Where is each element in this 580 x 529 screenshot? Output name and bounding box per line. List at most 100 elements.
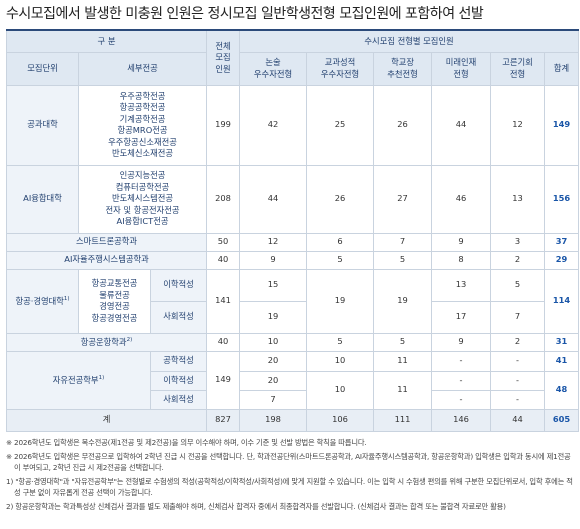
cell: 44	[431, 84, 492, 166]
header-cell: 구 분	[5, 29, 208, 53]
cell: 27	[373, 164, 433, 234]
cell: 15	[239, 268, 308, 302]
row: AI융합대학 인공지능전공 컴퓨터공학전공 반도체시스템전공 전자 및 항공전자전공 AI…	[6, 164, 580, 234]
major: 인공지능전공	[119, 170, 166, 181]
cell: 12	[490, 84, 546, 166]
header-cell: 수시모집 전형별 모집인원	[239, 29, 580, 53]
cell: 13	[431, 268, 492, 302]
major: 기계공학전공	[119, 113, 166, 124]
cell: 이학적성	[149, 370, 208, 391]
major: 전자 및 항공전자전공	[105, 204, 180, 215]
cell: 42	[239, 84, 308, 166]
header-cell: 모집단위	[6, 51, 79, 86]
cell: 44	[490, 408, 546, 432]
cell: 공과대학	[6, 84, 79, 166]
note: ※ 2026학년도 입학생은 복수전공(제1전공 및 제2전공)을 의무 이수해…	[6, 438, 367, 447]
cell: 19	[373, 268, 433, 334]
track-header-line: 학교장	[391, 57, 414, 67]
cell: 48	[544, 370, 580, 410]
cell: 6	[306, 232, 375, 252]
track-header: 교과성적 우수자전형	[306, 51, 375, 86]
cell: AI융합대학	[6, 164, 79, 234]
row: 구 분 전체 모집 인원 수시모집 전형별 모집인원	[5, 29, 580, 86]
major: AI융합ICT전공	[116, 216, 169, 227]
cell: 37	[544, 232, 580, 252]
cell: 26	[373, 84, 433, 166]
track-header-line: 추천전형	[387, 68, 418, 79]
cell: 20	[239, 350, 308, 372]
major: 반도체신소재전공	[111, 148, 174, 158]
track-header-line: 논술	[265, 57, 281, 67]
row: 자유전공학부1) 공학적성 149 20 10 11- -41	[6, 350, 580, 410]
header-cell: 전체 모집 인원	[206, 29, 241, 86]
track-header-line: 미래인재	[445, 57, 477, 67]
row: 모집단위 세부전공 논술 우수자전형 교과성적 우수자전형 학교장 추천전형 미래인재 전형 고른기…	[6, 51, 580, 86]
note: 1) "항공·경영대학"과 "자유전공학부"는 전형별로 수험생의 적성(공학적…	[6, 477, 573, 497]
cell: 17	[431, 300, 492, 334]
text: 자유전공학부	[52, 375, 99, 386]
cell: 5	[306, 250, 375, 270]
row: 항공운항학과2) 40 10 5 5 9 2 31	[5, 332, 580, 352]
cell: 31	[544, 332, 580, 352]
text: 항공·경영대학	[15, 296, 64, 307]
track-header: 고른기회 전형	[490, 51, 546, 86]
text: 모집	[215, 52, 231, 62]
cell: 40	[206, 250, 241, 270]
cell: 29	[544, 250, 580, 270]
cell: 208	[206, 164, 241, 234]
row: 이학적성 20 10 11- -48	[7, 370, 580, 410]
table: 구 분 전체 모집 인원 수시모집 전형별 모집인원 모집단위 세부전공 논술 우수자전형 교과…	[5, 29, 580, 432]
track-header-line: 교과성적	[324, 57, 356, 67]
text: 항공운항학과	[80, 337, 127, 348]
major: 우주항공신소재전공	[108, 136, 177, 147]
cell: 9	[431, 332, 492, 352]
cell: 스마트드론공학과	[5, 232, 208, 252]
footnote-mark: 1)	[98, 375, 105, 382]
track-header: 논술 우수자전형	[239, 51, 308, 86]
row: 항공·경영대학1) 항공교통전공 물류전공 경영전공 항공경영전공 이학적성 141 15 19…	[6, 268, 580, 334]
cell: -	[490, 389, 546, 410]
cell: 2	[490, 332, 546, 352]
track-header-line: 고른기회	[502, 57, 533, 67]
cell: 10	[239, 332, 308, 352]
cell: 인공지능전공 컴퓨터공학전공 반도체시스템전공 전자 및 항공전자전공 AI융합ICT전…	[77, 164, 208, 234]
major: 반도체시스템전공	[111, 193, 174, 204]
note: ※ 2026학년도 입학생은 무전공으로 입학하여 2학년 진급 시 전공을 선…	[6, 452, 571, 472]
cell: 44	[239, 164, 308, 234]
cell: 146	[431, 408, 492, 432]
cell: 41	[544, 350, 580, 372]
header-cell: 세부전공	[77, 51, 208, 86]
track-header: 미래인재 전형	[431, 51, 492, 86]
row: AI자율주행시스템공학과 40 9 5 5 8 2 29	[5, 250, 580, 270]
cell: -	[431, 370, 492, 391]
cell: 149	[544, 84, 580, 166]
cell: 19	[239, 300, 308, 334]
cell: 공학적성	[149, 350, 208, 372]
track-header-line: 전형	[453, 68, 469, 79]
cell: 20	[239, 370, 308, 391]
cell: 11	[373, 370, 433, 410]
cell: 우주공학전공 항공공학전공 기계공학전공 항공MRO전공 우주항공신소재전공 반도체신소재…	[77, 84, 208, 166]
track-header: 합계	[544, 51, 580, 86]
cell: 149	[206, 350, 241, 410]
major: 경영전공	[99, 301, 130, 311]
footnote-mark: 2)	[126, 337, 133, 344]
major: 항공MRO전공	[117, 125, 168, 135]
row: 공과대학 우주공학전공 항공공학전공 기계공학전공 항공MRO전공 우주항공신소재전공 반도…	[6, 84, 580, 166]
cell: -	[431, 389, 492, 410]
cell: 13	[490, 164, 546, 234]
cell: 106	[306, 408, 375, 432]
track-header-line: 우수자전형	[253, 68, 293, 79]
track-header-line: 합계	[553, 62, 570, 73]
cell: 자유전공학부1)	[6, 350, 151, 410]
cell: 10	[306, 370, 375, 410]
cell: 항공교통전공 물류전공 경영전공 항공경영전공	[78, 268, 151, 334]
cell: 114	[544, 268, 580, 334]
major: 항공경영전공	[91, 312, 138, 323]
major: 컴퓨터공학전공	[115, 181, 170, 192]
track-header-line: 전형	[509, 68, 526, 79]
cell: 2	[490, 250, 546, 270]
cell: 계	[5, 408, 208, 432]
cell: 9	[431, 232, 492, 252]
